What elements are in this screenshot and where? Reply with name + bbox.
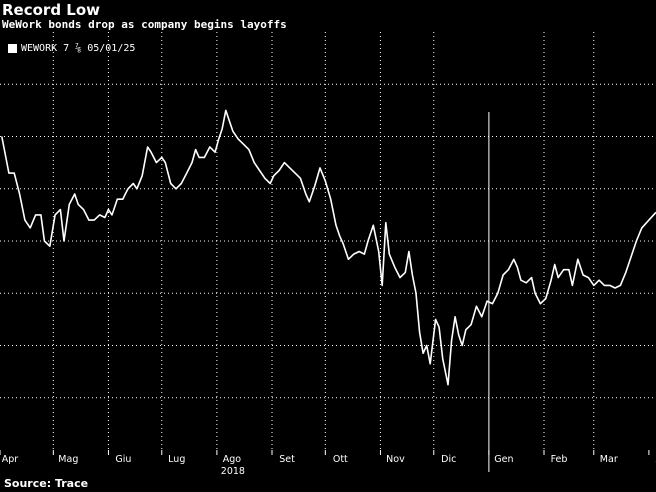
- legend-label: WEWORK 7 ⅞ 05/01/25: [21, 42, 136, 54]
- grid-lines: [0, 32, 656, 450]
- chart-subtitle: WeWork bonds drop as company begins layo…: [2, 18, 287, 31]
- x-tick-label: Feb: [551, 454, 568, 465]
- legend-swatch: [8, 43, 17, 53]
- x-axis-year-label: 2018: [221, 466, 245, 477]
- x-axis: AprMagGiuLugAgoSetOttNovDicGenFebMarApr: [0, 112, 656, 472]
- x-tick-label: Apr: [2, 454, 19, 465]
- x-tick-label: Nov: [386, 454, 405, 465]
- x-tick-label: Ago: [223, 454, 242, 465]
- chart-title: Record Low: [2, 1, 100, 19]
- x-tick-label: Mag: [58, 454, 78, 465]
- x-tick-label: Dic: [441, 454, 456, 465]
- series-layer: [1, 109, 656, 386]
- x-tick-label: Lug: [168, 454, 185, 465]
- x-tick-label: Set: [279, 454, 295, 465]
- x-tick-label: Mar: [600, 454, 618, 465]
- x-tick-label: Giu: [115, 454, 131, 465]
- series-line-wework: [1, 109, 656, 386]
- chart-legend: WEWORK 7 ⅞ 05/01/25: [4, 38, 142, 58]
- source-note: Source: Trace: [4, 477, 89, 490]
- x-tick-label: Ott: [333, 454, 348, 465]
- x-tick-label: Gen: [494, 454, 513, 465]
